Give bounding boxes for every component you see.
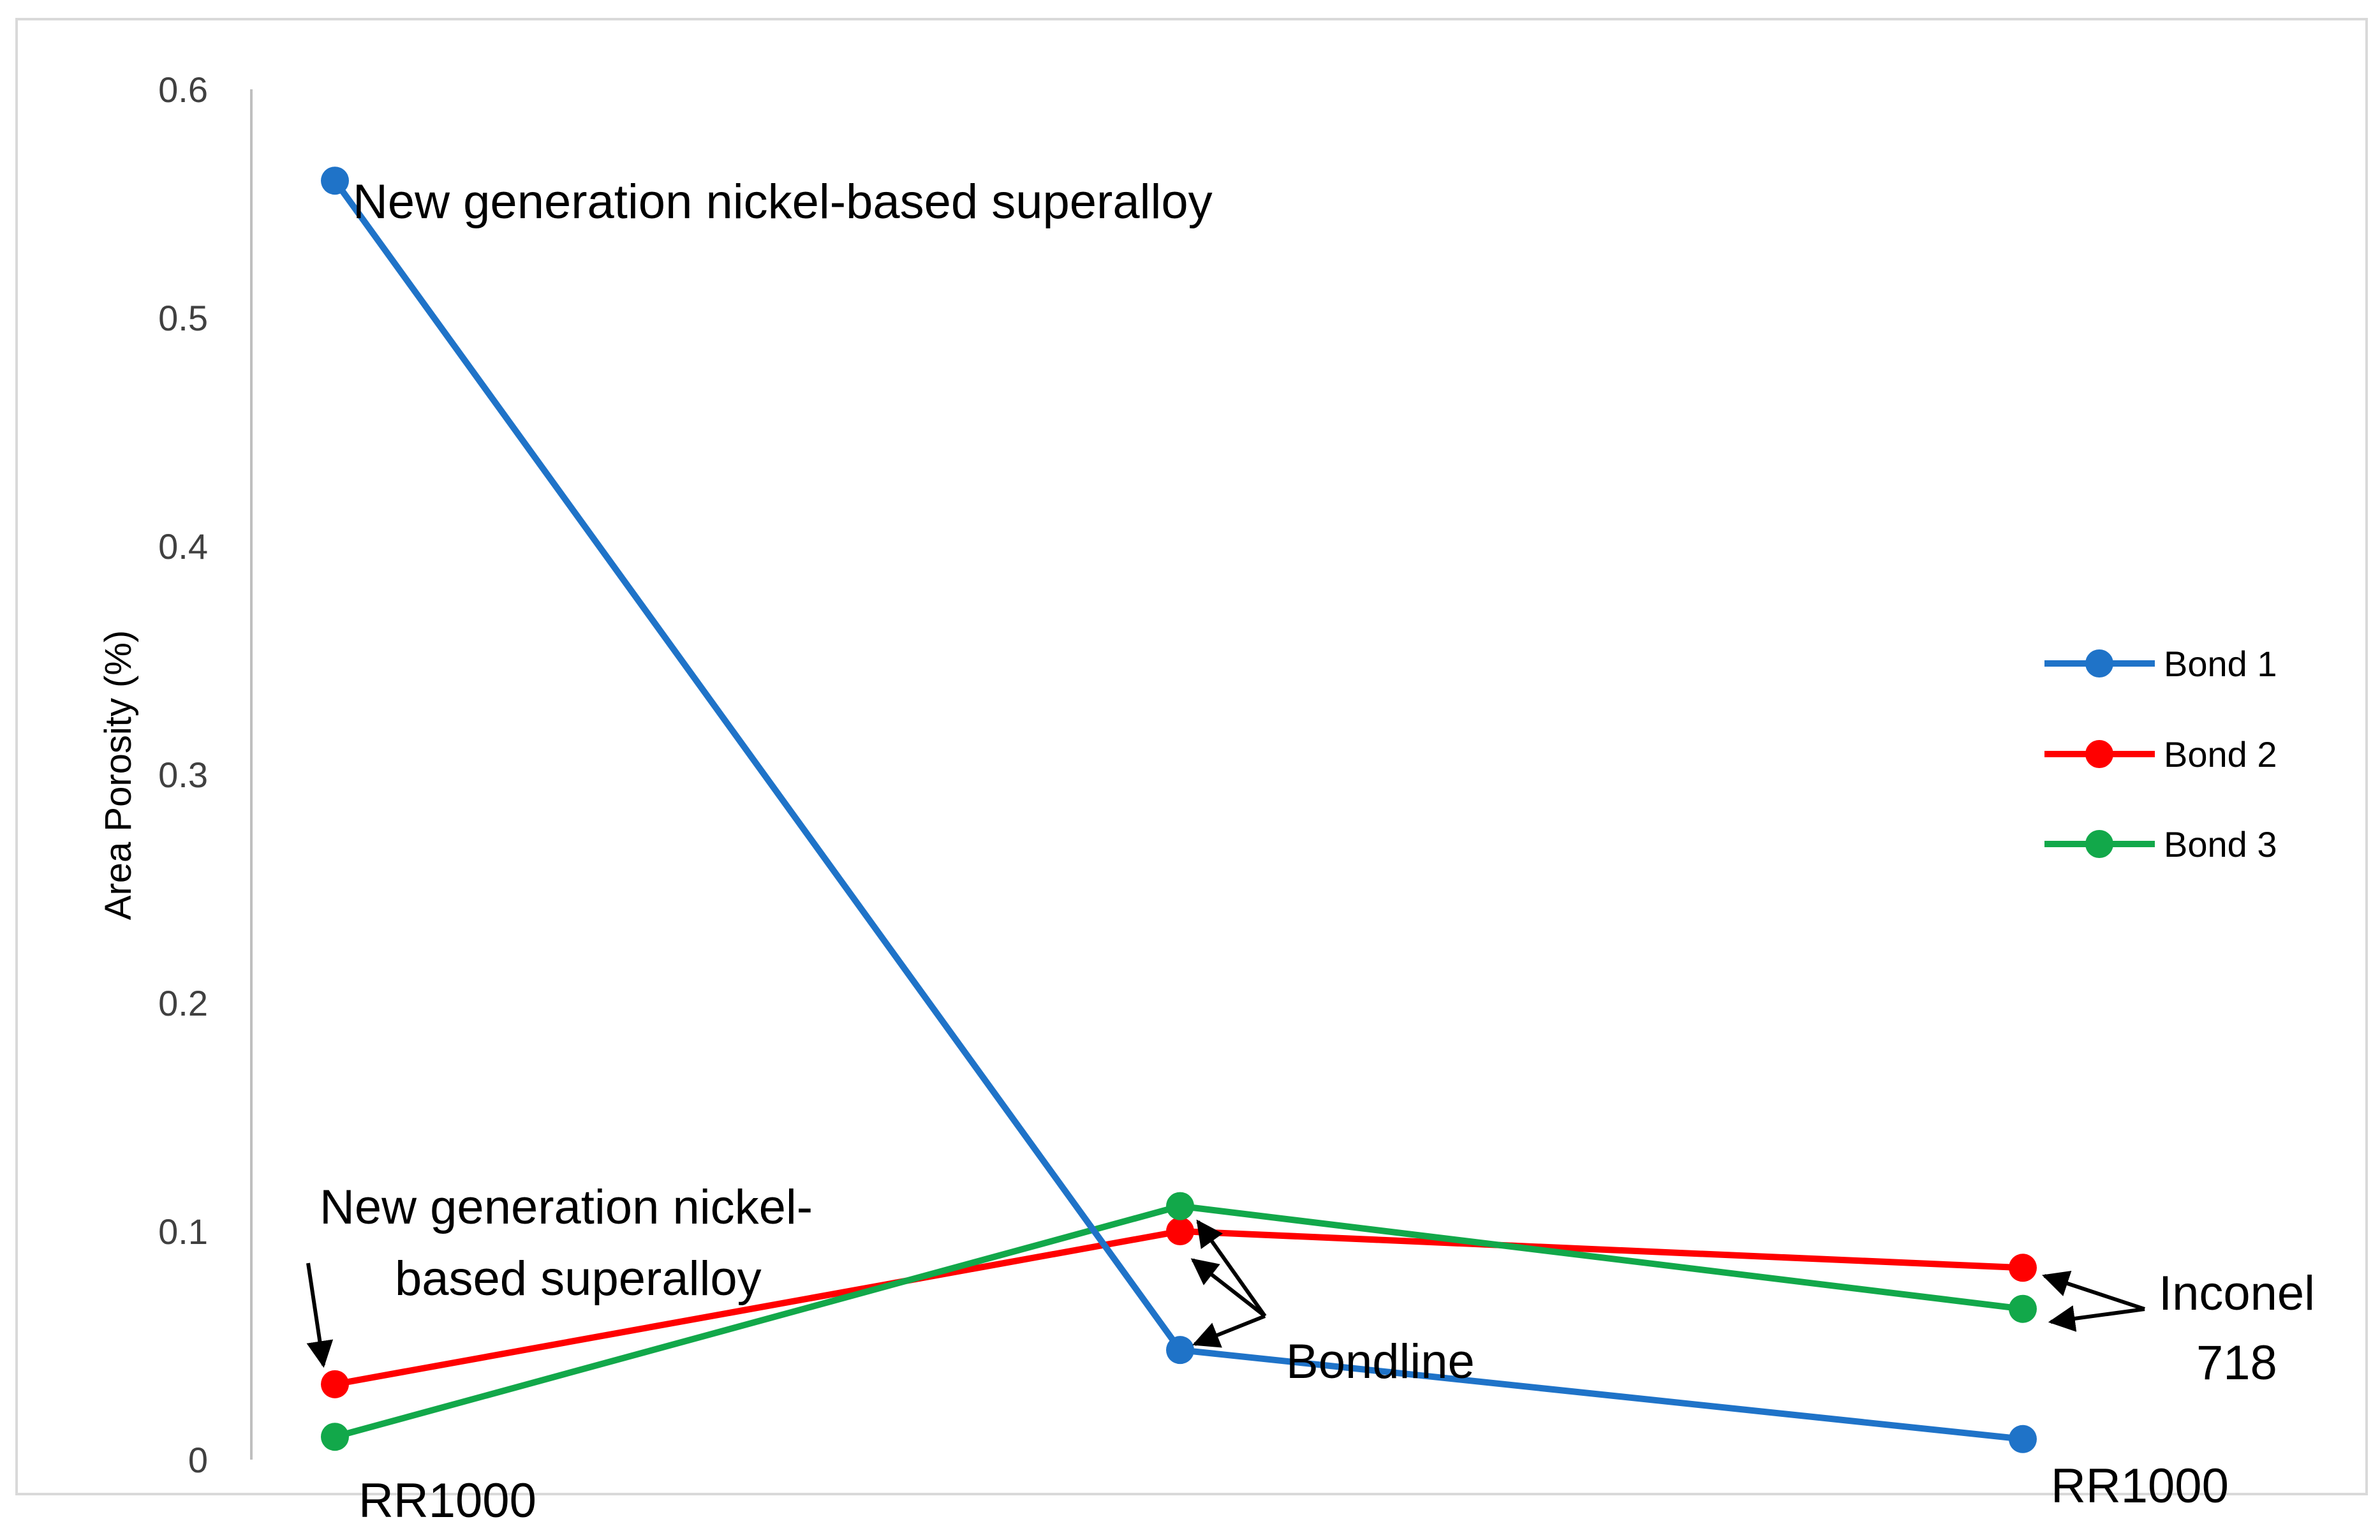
legend-item-bond-2: Bond 2 [2044, 734, 2277, 774]
series-layer [321, 167, 2037, 1453]
y-tick-label: 0.2 [158, 983, 208, 1023]
arrow-bondline-2 [1190, 1258, 1266, 1318]
arrow-inconel-2 [2048, 1305, 2145, 1332]
y-tick-label: 0.5 [158, 298, 208, 338]
legend-label: Bond 3 [2164, 824, 2277, 864]
annotation-arrows [306, 1219, 2145, 1368]
annotation-rr1000-right: RR1000 [2051, 1459, 2229, 1513]
data-point-bond-1-1 [321, 167, 349, 195]
legend-marker [2085, 740, 2113, 768]
y-tick-label: 0.6 [158, 70, 208, 110]
y-tick-label: 0.4 [158, 526, 208, 566]
annotation-rr1000-left: RR1000 [358, 1474, 536, 1528]
legend-marker [2085, 830, 2113, 858]
arrow-left-superalloy [306, 1262, 334, 1368]
data-point-bond-3-3 [2009, 1294, 2037, 1323]
data-point-bond-3-1 [321, 1423, 349, 1451]
annotation-left-superalloy-line1: New generation nickel- [320, 1180, 813, 1234]
annotation-inconel-line2: 718 [2196, 1336, 2277, 1390]
y-tick-labels: 0 0.1 0.2 0.3 0.4 0.5 0.6 [158, 70, 208, 1480]
chart-border [15, 18, 2368, 1495]
data-point-bond-3-2 [1166, 1192, 1194, 1220]
arrow-bondline-1 [1196, 1219, 1267, 1317]
data-point-bond-1-2 [1166, 1336, 1194, 1365]
legend-marker [2085, 649, 2113, 677]
y-tick-label: 0.1 [158, 1211, 208, 1252]
legend-label: Bond 2 [2164, 734, 2277, 774]
data-point-bond-2-1 [321, 1370, 349, 1398]
y-tick-label: 0.3 [158, 755, 208, 795]
legend-item-bond-1: Bond 1 [2044, 644, 2277, 684]
annotation-bondline: Bondline [1286, 1335, 1475, 1389]
legend-item-bond-3: Bond 3 [2044, 824, 2277, 864]
arrow-bondline-3 [1192, 1314, 1266, 1348]
legend: Bond 1 Bond 2 Bond 3 [2044, 644, 2277, 864]
annotation-top-superalloy: New generation nickel-based superalloy [353, 175, 1213, 229]
data-point-bond-2-3 [2009, 1254, 2037, 1282]
y-axis-title: Area Porosity (%) [98, 630, 139, 920]
y-tick-label: 0 [188, 1440, 208, 1480]
data-point-bond-1-3 [2009, 1425, 2037, 1453]
data-point-bond-2-2 [1166, 1217, 1194, 1245]
annotation-inconel-line1: Inconel [2159, 1266, 2315, 1321]
arrow-inconel-1 [2042, 1270, 2145, 1311]
annotations: New generation nickel-based superalloy N… [320, 175, 2315, 1528]
legend-label: Bond 1 [2164, 644, 2277, 684]
annotation-left-superalloy-line2: based superalloy [395, 1252, 762, 1306]
